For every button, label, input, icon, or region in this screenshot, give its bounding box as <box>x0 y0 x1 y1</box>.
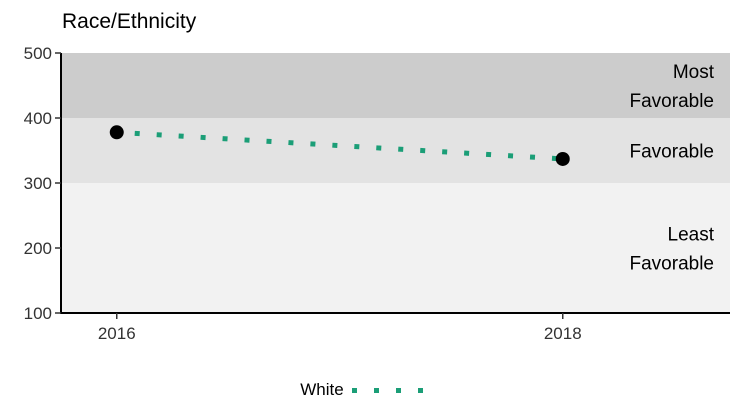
band-label-2-1: Favorable <box>630 91 715 112</box>
band-label-1-0: Favorable <box>630 142 715 163</box>
legend-swatch-white <box>351 387 423 393</box>
band-label-0-1: Favorable <box>630 254 715 275</box>
x-tick-label-2018: 2018 <box>544 324 582 343</box>
y-tick-label-300: 300 <box>24 174 52 193</box>
legend-swatch-dot-0 <box>351 387 357 393</box>
legend-label-white: White <box>300 380 344 399</box>
y-tick-label-200: 200 <box>24 239 52 258</box>
x-tick-label-2016: 2016 <box>98 324 136 343</box>
band-label-2-0: Most <box>673 62 715 83</box>
data-point-2016 <box>109 125 124 140</box>
legend: White <box>0 380 730 400</box>
band-label-0-0: Least <box>668 225 715 246</box>
background-bands: Least Favorable Favorable Most Favorable <box>61 53 730 313</box>
band-1 <box>61 118 730 183</box>
axes: 100 200 300 400 500 2016 2018 <box>24 44 730 343</box>
y-tick-label-400: 400 <box>24 109 52 128</box>
chart-title: Race/Ethnicity <box>62 10 197 33</box>
band-0 <box>61 183 730 313</box>
legend-swatch-dot-3 <box>417 387 423 393</box>
data-point-2018 <box>555 151 570 166</box>
y-tick-label-500: 500 <box>24 44 52 63</box>
band-2 <box>61 53 730 118</box>
legend-swatch-dot-1 <box>373 387 379 393</box>
series-line-0 <box>116 129 563 162</box>
y-tick-label-100: 100 <box>24 304 52 323</box>
series-layer <box>109 125 570 166</box>
legend-swatch-dot-2 <box>395 387 401 393</box>
